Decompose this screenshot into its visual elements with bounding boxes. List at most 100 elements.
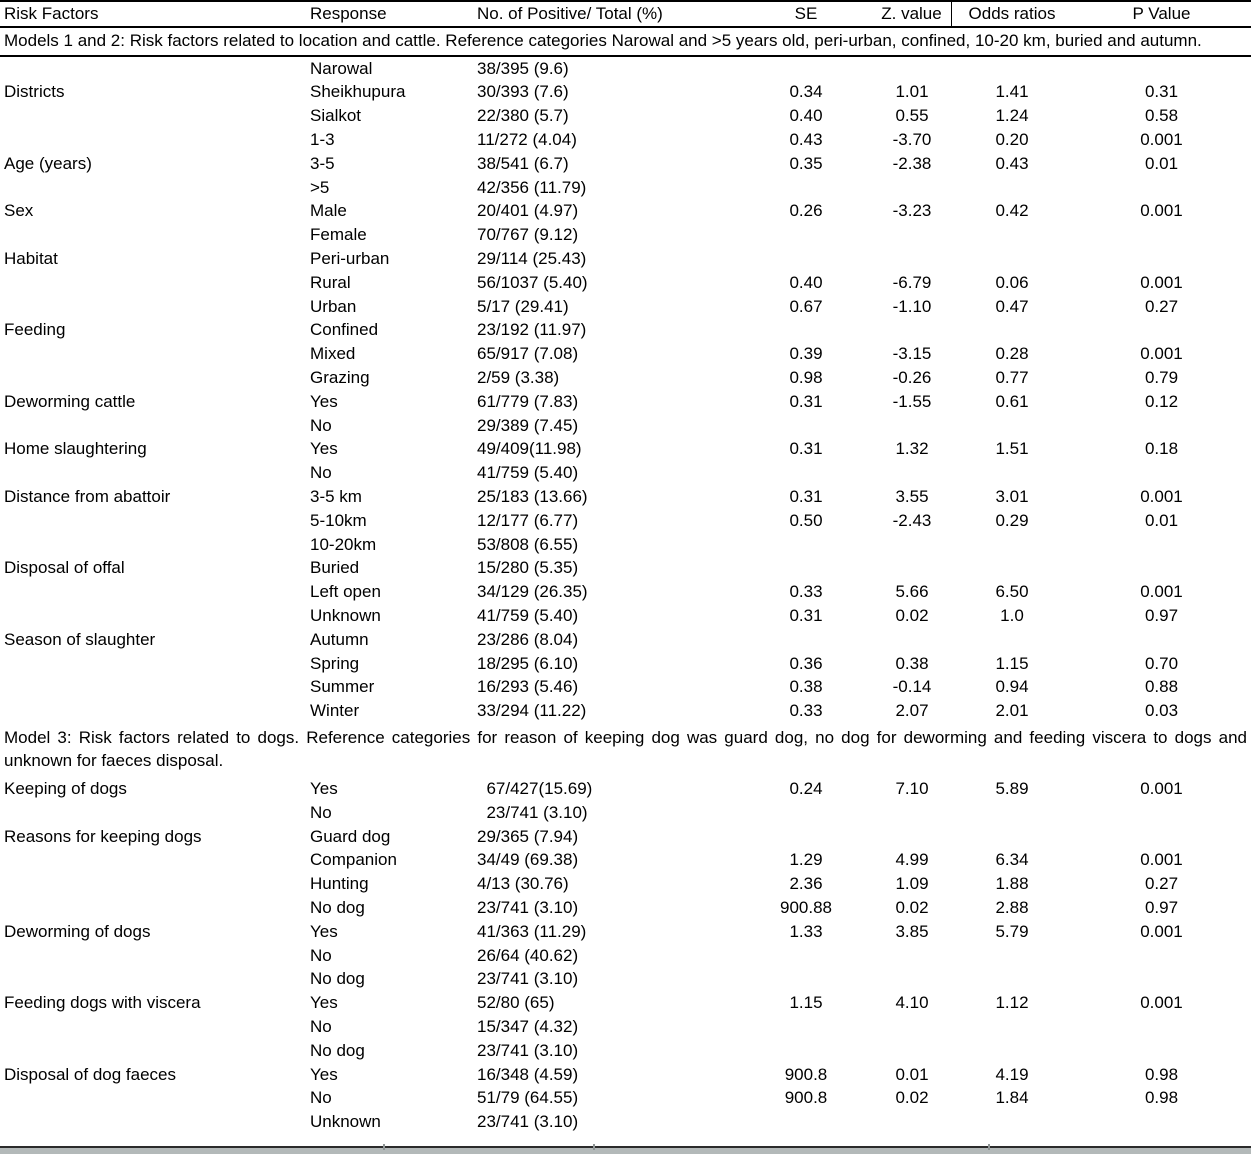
cell-response: Male: [310, 201, 347, 221]
cell-z-value: 1.32: [895, 439, 929, 459]
cell-positive-total: 23/741 (3.10): [477, 969, 579, 989]
cell-response: Peri-urban: [310, 249, 390, 269]
cell-z-value: 3.55: [895, 487, 929, 507]
cell-se: 0.31: [789, 606, 823, 626]
table-row: 1-3 11/272 (4.04) 0.43 -3.70 0.20 0.001: [0, 128, 1251, 152]
cell-z-value: 1.01: [895, 82, 929, 102]
table-row: No dog 23/741 (3.10) 900.88 0.02 2.88 0.97: [0, 896, 1251, 920]
cell-odds-ratio: 3.01: [995, 487, 1029, 507]
table-row: Age (years) 3-5 38/541 (6.7) 0.35 -2.38 0.43 0…: [0, 152, 1251, 176]
cell-se: 0.36: [789, 653, 823, 673]
column-header-odds-ratios: Odds ratios: [968, 4, 1056, 23]
cell-z-value: 7.10: [895, 779, 929, 798]
cell-p-value: 0.001: [1140, 130, 1183, 150]
cell-z-value: 1.09: [895, 874, 929, 894]
cell-se: 1.33: [789, 921, 823, 941]
cell-positive-total: 23/192 (11.97): [477, 320, 587, 340]
cell-odds-ratio: 0.94: [995, 677, 1029, 697]
cell-risk-factor: Districts: [4, 82, 65, 102]
cell-odds-ratio: 2.88: [995, 897, 1029, 917]
cell-response: Yes: [310, 993, 338, 1013]
column-header-positive-total: No. of Positive/ Total (%): [477, 4, 663, 23]
table-row: No dog 23/741 (3.10): [0, 1039, 1251, 1063]
cell-se: 0.40: [789, 106, 823, 126]
cell-z-value: -3.15: [892, 344, 932, 364]
cell-se: 0.26: [789, 201, 823, 221]
cell-se: 0.34: [789, 82, 823, 102]
cell-response: Yes: [310, 391, 338, 411]
cell-odds-ratio: 1.88: [995, 874, 1029, 894]
table-row: Season of slaughter Autumn 23/286 (8.04): [0, 628, 1251, 652]
cell-p-value: 0.27: [1144, 874, 1179, 894]
cell-z-value: -2.43: [892, 510, 932, 530]
cell-response: No: [310, 945, 332, 965]
cell-p-value: 0.001: [1140, 582, 1183, 602]
table-header-row: Risk Factors Response No. of Positive/ T…: [0, 0, 1251, 28]
cell-p-value: 0.001: [1140, 201, 1183, 221]
cell-p-value: 0.97: [1144, 897, 1179, 917]
cell-odds-ratio: 6.50: [995, 582, 1029, 602]
cell-z-value: 0.01: [895, 1064, 929, 1084]
cell-se: 1.29: [789, 850, 823, 870]
cell-positive-total: 15/280 (5.35): [477, 558, 579, 578]
cell-response: 1-3: [310, 130, 335, 150]
cell-odds-ratio: 0.47: [995, 296, 1029, 316]
cell-se: 1.15: [789, 993, 823, 1013]
cell-response: Yes: [310, 779, 338, 798]
section-1-rows: Narowal 38/395 (9.6) Districts Sheikhupura 3…: [0, 57, 1251, 723]
cell-odds-ratio: 5.89: [995, 779, 1029, 798]
cell-odds-ratio: 1.51: [995, 439, 1029, 459]
cell-positive-total: 29/389 (7.45): [477, 415, 579, 435]
cell-response: Summer: [310, 677, 375, 697]
cell-z-value: 0.38: [895, 653, 929, 673]
cell-positive-total: 5/17 (29.41): [477, 296, 569, 316]
cell-odds-ratio: 1.41: [995, 82, 1029, 102]
cell-risk-factor: Home slaughtering: [4, 439, 147, 459]
cell-response: No dog: [310, 969, 365, 989]
table-row: Companion 34/49 (69.38) 1.29 4.99 6.34 0.001: [0, 849, 1251, 873]
table-row: Grazing 2/59 (3.38) 0.98 -0.26 0.77 0.79: [0, 366, 1251, 390]
table-row: Urban 5/17 (29.41) 0.67 -1.10 0.47 0.27: [0, 295, 1251, 319]
cell-response: Yes: [310, 1064, 338, 1084]
column-header-se: SE: [794, 4, 818, 23]
cell-p-value: 0.001: [1140, 850, 1183, 870]
cell-odds-ratio: 5.79: [995, 921, 1029, 941]
table-row: No 15/347 (4.32): [0, 1015, 1251, 1039]
cell-response: Urban: [310, 296, 357, 316]
cell-positive-total: 65/917 (7.08): [477, 344, 579, 364]
cell-positive-total: 53/808 (6.55): [477, 534, 579, 554]
cell-odds-ratio: 2.01: [995, 701, 1029, 721]
cell-response: Sheikhupura: [310, 82, 406, 102]
table-row: Disposal of offal Buried 15/280 (5.35): [0, 557, 1251, 581]
table-row: >5 42/356 (11.79): [0, 176, 1251, 200]
cell-response: No: [310, 1016, 332, 1036]
table-row: No dog 23/741 (3.10): [0, 967, 1251, 991]
table-row: Female 70/767 (9.12): [0, 223, 1251, 247]
table-row: 5-10km 12/177 (6.77) 0.50 -2.43 0.29 0.01: [0, 509, 1251, 533]
cell-response: Grazing: [310, 368, 370, 388]
cell-p-value: 0.58: [1144, 106, 1179, 126]
cell-positive-total: 23/741 (3.10): [477, 897, 579, 917]
cell-odds-ratio: 0.43: [995, 153, 1029, 173]
table-row: No 23/741 (3.10): [0, 801, 1251, 825]
cell-z-value: -0.26: [892, 368, 932, 388]
cell-response: 3-5: [310, 153, 335, 173]
table-row: Reasons for keeping dogs Guard dog 29/365 …: [0, 825, 1251, 849]
model-3-note: Model 3: Risk factors related to dogs. R…: [4, 728, 1247, 770]
cell-risk-factor: Keeping of dogs: [4, 779, 127, 798]
cell-response: Yes: [310, 439, 338, 459]
cell-positive-total: 52/80 (65): [477, 993, 555, 1013]
cell-odds-ratio: 0.20: [995, 130, 1029, 150]
cell-se: 0.40: [789, 272, 823, 292]
cell-positive-total: 41/759 (5.40): [477, 606, 579, 626]
table-row: Left open 34/129 (26.35) 0.33 5.66 6.50 0.001: [0, 580, 1251, 604]
cell-p-value: 0.001: [1140, 993, 1183, 1013]
table-row: Rural 56/1037 (5.40) 0.40 -6.79 0.06 0.001: [0, 271, 1251, 295]
cell-se: 0.67: [789, 296, 823, 316]
cell-response: Unknown: [310, 606, 381, 626]
cell-positive-total: 16/293 (5.46): [477, 677, 579, 697]
cell-p-value: 0.97: [1144, 606, 1179, 626]
cell-se: 900.8: [784, 1088, 828, 1108]
cell-positive-total: 23/741 (3.10): [477, 1112, 579, 1132]
cell-risk-factor: Disposal of offal: [4, 558, 125, 578]
